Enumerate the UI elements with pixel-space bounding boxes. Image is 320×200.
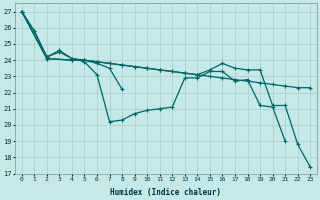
X-axis label: Humidex (Indice chaleur): Humidex (Indice chaleur) bbox=[110, 188, 221, 197]
